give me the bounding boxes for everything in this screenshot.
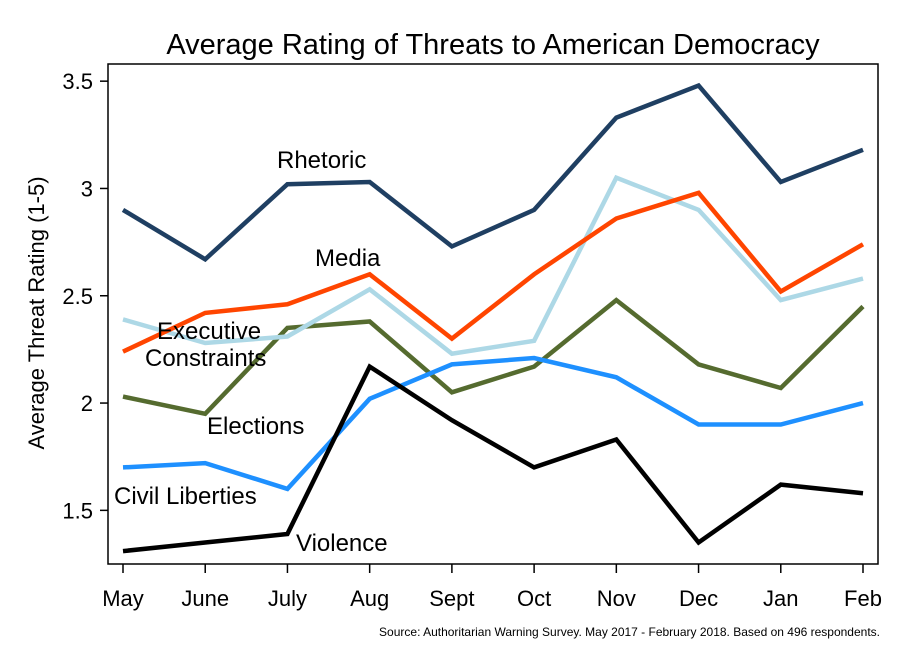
y-tick-label: 3 [81,176,93,201]
y-tick-label: 2 [81,391,93,416]
series-label-executive-constraints: Constraints [145,345,266,372]
series-line-elections [122,297,865,417]
x-tick-label: May [102,586,144,611]
y-tick-label: 2.5 [62,284,93,309]
chart-title: Average Rating of Threats to American De… [166,29,820,61]
series-line-rhetoric [121,82,864,263]
series-label-executive-constraints: Executive [157,318,261,345]
series-label-civil-liberties: Civil Liberties [114,483,257,510]
plot-area [107,63,879,565]
series-label-elections: Elections [207,413,304,440]
series-label-violence: Violence [296,530,388,557]
y-axis-label: Average Threat Rating (1-5) [24,176,49,449]
series-label-rhetoric: Rhetoric [277,147,366,174]
x-axis: May June July Aug Sept Oct Nov Dec Jan Feb [102,564,882,611]
x-tick-label: Sept [429,586,474,611]
series-lines [121,82,865,554]
y-tick-label: 3.5 [62,69,93,94]
y-axis: 1.5 2 2.5 3 3.5 [62,69,108,523]
x-tick-label: Jan [763,586,798,611]
series-line-violence [122,363,864,554]
series-line-media [122,190,865,354]
series-line-civil-liberties [122,355,864,492]
x-tick-label: June [181,586,229,611]
series-line-executive-constraints [122,174,864,357]
x-tick-label: July [268,586,307,611]
y-tick-label: 1.5 [62,498,93,523]
source-note: Source: Authoritarian Warning Survey. Ma… [379,625,880,639]
x-tick-label: Nov [597,586,636,611]
x-tick-label: Dec [679,586,718,611]
x-tick-label: Aug [350,586,389,611]
x-tick-label: Feb [844,586,882,611]
x-tick-label: Oct [517,586,551,611]
series-label-media: Media [315,245,381,272]
